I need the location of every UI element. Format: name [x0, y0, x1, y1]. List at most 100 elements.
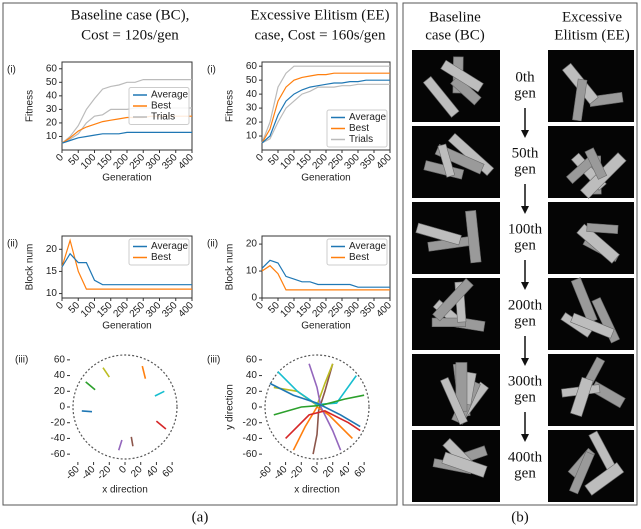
header: Excessive Elitism (EE): [250, 7, 389, 23]
generation-label: 400th: [508, 449, 543, 465]
x-tick-label: 350: [160, 152, 180, 172]
generation-label: 0th: [515, 69, 535, 85]
y-tick-label: 50: [246, 75, 258, 86]
generation-label: gen: [514, 237, 536, 253]
x-axis-label: x direction: [294, 485, 340, 496]
x-tick-label: 150: [95, 300, 115, 320]
render-image: [548, 50, 634, 122]
y-tick-label: -60: [243, 449, 258, 460]
x-axis-label: Generation: [102, 173, 151, 184]
legend-label: Trials: [151, 112, 175, 123]
x-tick-label: 350: [160, 300, 180, 320]
y-tick-label: 15: [46, 266, 58, 277]
y-axis-label: Block num: [25, 244, 36, 291]
y-tick-label: 60: [54, 354, 66, 365]
x-tick-label: 60: [352, 464, 368, 480]
y-axis-label: Fitness: [225, 90, 236, 122]
y-tick-label: 40: [246, 370, 258, 381]
y-tick-label: 40: [54, 370, 66, 381]
generation-label: gen: [514, 465, 536, 481]
arrow-head: [521, 206, 529, 214]
y-tick-label: -20: [243, 417, 258, 428]
header: Baseline: [429, 9, 481, 25]
arrow-head: [521, 282, 529, 290]
y-tick-label: 10: [246, 266, 258, 277]
arrow-head: [521, 358, 529, 366]
x-tick-label: -20: [95, 464, 113, 482]
y-tick-label: 20: [246, 239, 258, 250]
x-tick-label: 200: [111, 300, 131, 320]
plot-area: [70, 352, 180, 462]
legend-label: Average: [349, 241, 387, 252]
x-tick-label: 40: [337, 464, 353, 480]
x-tick-label: 150: [95, 152, 115, 172]
legend-label: Trials: [349, 134, 373, 145]
y-tick-label: 60: [246, 61, 258, 72]
panel-label: (ii): [7, 239, 18, 250]
y-axis-label: Block num: [225, 244, 236, 291]
arrow-head: [521, 130, 529, 138]
header: Excessive: [562, 9, 622, 25]
y-tick-label: 20: [46, 118, 58, 129]
x-tick-label: 400: [176, 152, 196, 172]
y-tick-label: 10: [246, 131, 258, 142]
x-tick-label: -60: [64, 464, 82, 482]
x-tick-label: 0: [117, 464, 129, 476]
y-tick-label: -20: [51, 417, 66, 428]
x-tick-label: 20: [129, 464, 145, 480]
x-tick-label: 250: [128, 300, 148, 320]
figure: Baseline case (BC), Cost = 120s/gen Exce…: [0, 0, 641, 529]
x-tick-label: 0: [54, 300, 66, 312]
x-axis-label: Generation: [102, 321, 151, 332]
y-tick-label: 20: [246, 117, 258, 128]
legend-label: Average: [151, 241, 189, 252]
caption: (a): [192, 509, 209, 525]
panel-label: (iii): [15, 355, 28, 366]
header: Cost = 120s/gen: [81, 27, 179, 43]
generation-label: 200th: [508, 297, 543, 313]
x-tick-label: 100: [79, 300, 99, 320]
generation-label: 50th: [512, 145, 539, 161]
legend-label: Average: [151, 90, 189, 101]
legend-label: Best: [151, 252, 171, 263]
panel-label: (iii): [207, 355, 220, 366]
x-tick-label: -60: [256, 464, 274, 482]
legend-label: Average: [349, 112, 387, 123]
x-tick-label: 100: [79, 152, 99, 172]
generation-label: 100th: [508, 221, 543, 237]
y-tick-label: 30: [246, 103, 258, 114]
x-tick-label: 0: [254, 300, 266, 312]
generation-label: gen: [514, 389, 536, 405]
header: case, Cost = 160s/gen: [255, 27, 386, 43]
x-axis-label: x direction: [102, 485, 148, 496]
panel-label: (i): [7, 65, 16, 76]
x-tick-label: 300: [144, 300, 164, 320]
legend-label: Best: [349, 252, 369, 263]
y-tick-label: 20: [54, 386, 66, 397]
y-axis-label: Fitness: [25, 90, 36, 122]
y-tick-label: 50: [46, 77, 58, 88]
x-tick-label: 0: [54, 152, 66, 164]
x-tick-label: 0: [309, 464, 321, 476]
y-axis-label: y direction: [225, 384, 236, 430]
x-tick-label: 400: [374, 300, 394, 320]
y-tick-label: -60: [51, 449, 66, 460]
generation-label: 300th: [508, 373, 543, 389]
y-tick-label: 20: [46, 244, 58, 255]
generation-label: gen: [514, 161, 536, 177]
legend-label: Best: [151, 101, 171, 112]
y-tick-label: 0: [251, 402, 257, 413]
y-tick-label: 10: [46, 288, 58, 299]
y-tick-label: 60: [246, 354, 258, 365]
generation-label: gen: [514, 85, 536, 101]
header: case (BC): [425, 27, 485, 43]
y-tick-label: 0: [59, 402, 65, 413]
y-tick-label: 10: [46, 131, 58, 142]
y-tick-label: 20: [246, 386, 258, 397]
y-tick-label: 30: [46, 104, 58, 115]
x-tick-label: 20: [321, 464, 337, 480]
header: Baseline case (BC),: [71, 7, 190, 23]
panel-label: (i): [207, 65, 216, 76]
y-tick-label: 60: [46, 63, 58, 74]
x-tick-label: -20: [287, 464, 305, 482]
